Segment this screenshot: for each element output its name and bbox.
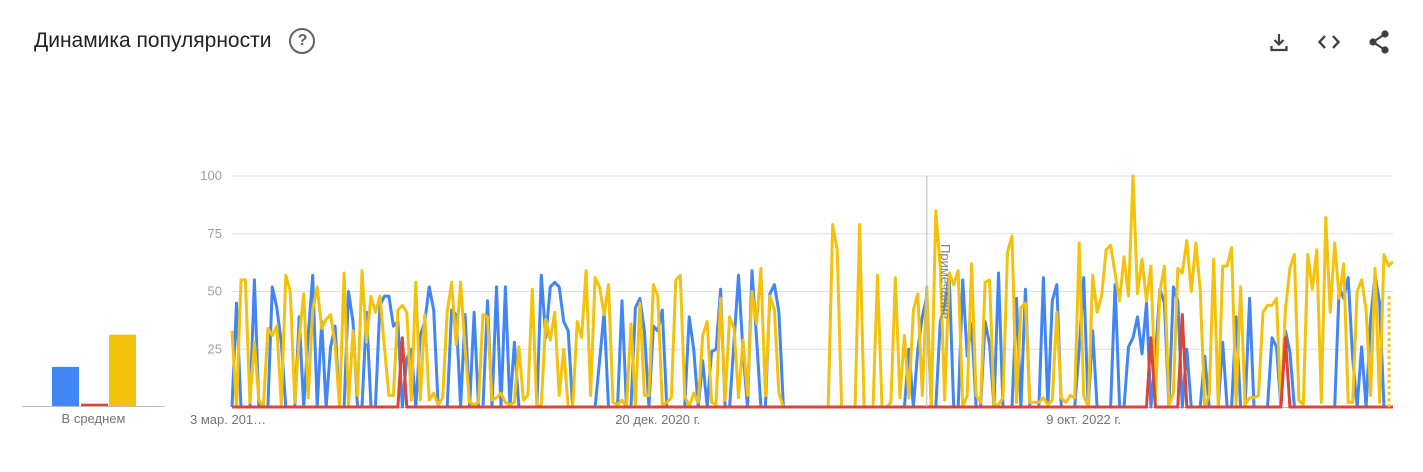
series-line-red — [232, 313, 1393, 409]
average-bar — [81, 403, 108, 406]
average-bar — [52, 366, 79, 406]
help-circle-icon[interactable]: ? — [289, 28, 316, 54]
chart-header: Динамика популярности ? — [34, 24, 316, 58]
average-bar — [109, 334, 136, 406]
chart-title: Динамика популярности — [34, 29, 272, 52]
y-tick-label: 50 — [208, 284, 222, 299]
y-tick-label: 75 — [208, 226, 222, 241]
x-tick-label: 3 мар. 201… — [190, 412, 266, 427]
average-bars — [22, 334, 165, 407]
y-tick-label: 25 — [208, 341, 222, 356]
share-button[interactable] — [1365, 28, 1393, 56]
annotation-label[interactable]: Примечание — [938, 244, 953, 319]
download-button[interactable] — [1265, 28, 1293, 56]
chart-actions — [1265, 28, 1393, 56]
download-icon — [1270, 34, 1288, 52]
code-icon — [1317, 35, 1341, 49]
average-label: В среднем — [61, 411, 126, 426]
embed-button[interactable] — [1315, 28, 1343, 56]
share-icon — [1369, 30, 1389, 54]
x-tick-label: 20 дек. 2020 г. — [615, 412, 700, 427]
x-tick-label: 9 окт. 2022 г. — [1046, 412, 1121, 427]
y-tick-label: 100 — [200, 168, 222, 183]
